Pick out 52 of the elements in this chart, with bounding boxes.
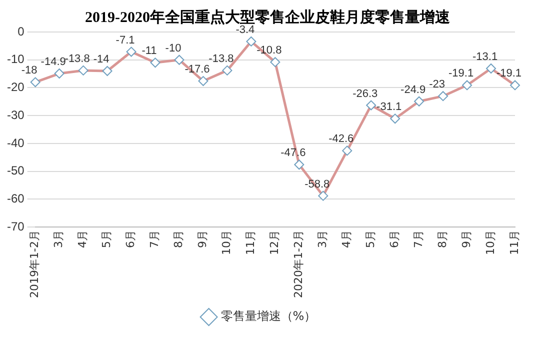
x-tick-label: 12月	[268, 230, 282, 256]
data-label: -7.1	[116, 34, 135, 46]
data-label: -13.8	[208, 52, 234, 65]
data-label: -23	[429, 78, 446, 91]
data-label: -14	[93, 54, 110, 66]
y-tick-label: -20	[7, 80, 25, 94]
x-tick-label: 10月	[484, 230, 497, 256]
y-tick-label: -10	[7, 52, 25, 66]
x-tick-label: 6月	[124, 230, 138, 248]
y-tick-label: -50	[7, 164, 25, 178]
x-tick-label: 2020年1-2月	[292, 230, 306, 298]
x-tick-label: 4月	[76, 230, 90, 248]
x-tick-label: 5月	[364, 230, 377, 248]
data-label: -14.9	[40, 56, 66, 68]
data-label: -11	[142, 45, 157, 58]
y-tick-label: -40	[7, 136, 25, 150]
data-label: -24.9	[400, 84, 426, 96]
x-tick-label: 3月	[316, 230, 329, 248]
data-label: -19.1	[496, 68, 522, 80]
x-tick-label: 11月	[244, 230, 258, 256]
x-tick-label: 8月	[436, 230, 449, 248]
data-label: -58.8	[304, 178, 330, 190]
x-tick-label: 2019年1-2月	[28, 230, 42, 298]
data-label: -18	[21, 64, 38, 77]
data-label: -42.6	[328, 133, 354, 146]
x-tick-label: 6月	[388, 230, 401, 248]
data-label: -47.6	[280, 147, 306, 160]
y-tick-label: -30	[7, 108, 25, 122]
x-tick-label: 3月	[52, 230, 66, 248]
data-label: -3.4	[236, 24, 255, 36]
data-label: -13.1	[472, 51, 498, 64]
data-label: -31.1	[376, 101, 402, 114]
x-tick-label: 8月	[172, 230, 186, 248]
y-tick-label: -70	[7, 219, 25, 234]
x-tick-label: 4月	[340, 230, 353, 248]
x-tick-label: 7月	[412, 230, 425, 248]
data-label: -13.8	[64, 52, 90, 65]
data-label: -19.1	[448, 68, 474, 80]
x-tick-label: 11月	[508, 230, 521, 256]
x-tick-label: 9月	[460, 230, 473, 248]
x-tick-label: 9月	[196, 230, 210, 248]
chart-title: 2019-2020年全国重点大型零售企业皮鞋月度零售量增速	[85, 10, 450, 26]
data-label: -10.8	[256, 44, 282, 57]
y-tick-label: -60	[7, 191, 25, 206]
data-label: -17.6	[184, 64, 210, 76]
legend-label: 零售量增速（%）	[220, 309, 316, 324]
data-label: -10	[165, 42, 182, 54]
x-tick-label: 5月	[100, 230, 114, 248]
data-label: -26.3	[352, 88, 378, 100]
y-tick-label: 0	[18, 24, 25, 38]
x-tick-label: 10月	[220, 230, 234, 256]
x-tick-label: 7月	[148, 230, 162, 248]
